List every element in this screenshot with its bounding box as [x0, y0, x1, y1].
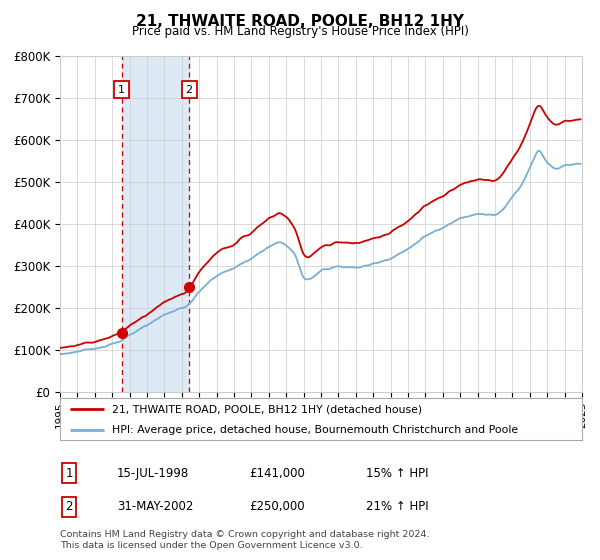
- Text: £250,000: £250,000: [249, 500, 305, 514]
- Text: Contains HM Land Registry data © Crown copyright and database right 2024.: Contains HM Land Registry data © Crown c…: [60, 530, 430, 539]
- Text: 21, THWAITE ROAD, POOLE, BH12 1HY: 21, THWAITE ROAD, POOLE, BH12 1HY: [136, 14, 464, 29]
- Text: Price paid vs. HM Land Registry's House Price Index (HPI): Price paid vs. HM Land Registry's House …: [131, 25, 469, 38]
- Text: 2: 2: [185, 85, 193, 95]
- Text: 15-JUL-1998: 15-JUL-1998: [117, 466, 189, 480]
- Text: This data is licensed under the Open Government Licence v3.0.: This data is licensed under the Open Gov…: [60, 541, 362, 550]
- Text: £141,000: £141,000: [249, 466, 305, 480]
- Text: 21, THWAITE ROAD, POOLE, BH12 1HY (detached house): 21, THWAITE ROAD, POOLE, BH12 1HY (detac…: [112, 404, 422, 414]
- Text: HPI: Average price, detached house, Bournemouth Christchurch and Poole: HPI: Average price, detached house, Bour…: [112, 426, 518, 435]
- Text: 1: 1: [65, 466, 73, 480]
- Bar: [122, 56, 189, 392]
- Text: 31-MAY-2002: 31-MAY-2002: [117, 500, 193, 514]
- Text: 15% ↑ HPI: 15% ↑ HPI: [366, 466, 428, 480]
- Text: 2: 2: [65, 500, 73, 514]
- Text: 21% ↑ HPI: 21% ↑ HPI: [366, 500, 428, 514]
- Text: 1: 1: [118, 85, 125, 95]
